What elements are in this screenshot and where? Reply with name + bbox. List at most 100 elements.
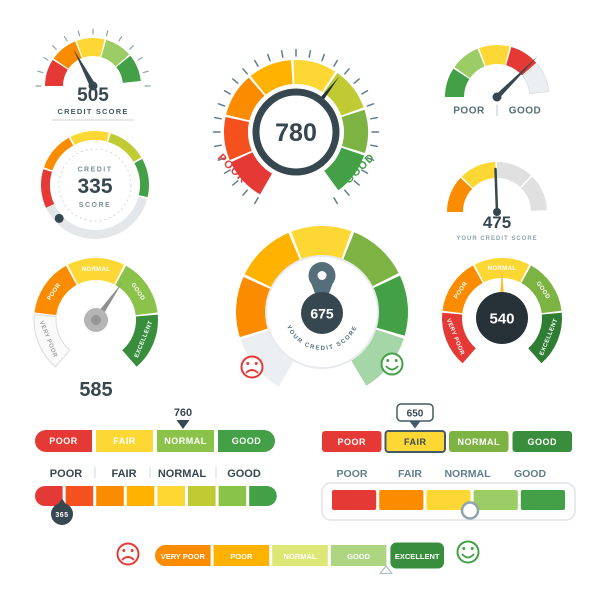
scale-label: FAIR xyxy=(111,468,136,480)
scale-label: FAIR xyxy=(398,468,422,480)
segment-label: NORMAL xyxy=(82,267,111,273)
bar-segment xyxy=(330,545,387,566)
sad-face-icon xyxy=(240,355,264,379)
segment-label: POOR xyxy=(49,436,78,446)
scale-label: POOR xyxy=(50,468,82,480)
mouth xyxy=(385,365,399,371)
marker-dot xyxy=(54,213,64,223)
value-badge xyxy=(476,292,528,344)
eye xyxy=(470,547,474,550)
mouth xyxy=(245,369,259,374)
face-outline xyxy=(240,355,264,379)
arc-segment xyxy=(43,137,74,171)
arc-segment xyxy=(528,312,562,364)
arc-segment xyxy=(521,265,562,314)
scale-label: GOOD xyxy=(227,468,261,480)
gauge-335: CREDIT 335 SCORE xyxy=(40,131,149,239)
segment-label: GOOD xyxy=(347,552,371,561)
bar-segment xyxy=(157,430,214,452)
bar-segment xyxy=(35,430,92,452)
arc-segment-empty xyxy=(497,162,532,188)
eye xyxy=(122,549,126,552)
gauge-value: 585 xyxy=(79,379,112,401)
arc-segment xyxy=(324,147,365,191)
needle xyxy=(73,48,96,88)
needle-pivot xyxy=(88,81,98,91)
gauge-780: 780 POOR GOOD xyxy=(212,48,380,205)
happy-face-icon xyxy=(380,352,404,376)
eye xyxy=(386,359,390,362)
scale-label: NORMAL xyxy=(444,468,491,480)
bar-segment-highlighted xyxy=(384,430,446,453)
slider-circle xyxy=(460,501,480,520)
eye xyxy=(254,362,258,365)
arc-segment xyxy=(521,63,550,95)
bar-segment xyxy=(332,490,377,510)
bar-segment xyxy=(155,545,211,566)
arc-segment xyxy=(250,60,293,95)
needle-pivot xyxy=(91,315,101,325)
bar-segment xyxy=(249,486,277,506)
dotted-ring xyxy=(58,148,132,222)
needle xyxy=(494,167,499,214)
mouth xyxy=(121,556,135,561)
gauge-poor-good: POOR GOOD xyxy=(445,45,550,117)
gauge-label-bottom: SCORE xyxy=(79,202,111,209)
gauge-value: 505 xyxy=(77,85,109,106)
needle-pivot xyxy=(492,92,502,102)
arc-segment xyxy=(454,48,485,79)
eye xyxy=(394,359,398,362)
segment-label: FAIR xyxy=(404,437,427,447)
segment-label: POOR xyxy=(230,552,253,561)
gauge-505: 505 CREDIT SCORE xyxy=(35,28,151,121)
segment-label: NORMAL xyxy=(284,552,317,561)
segment-label: POOR xyxy=(338,437,367,447)
arc-segment-empty xyxy=(521,176,547,211)
bar-segment xyxy=(218,486,247,506)
arc-segment xyxy=(445,68,470,97)
segment-label: EXCELLENT xyxy=(395,552,440,561)
value-badge xyxy=(51,503,73,525)
score-bar-365: POOR FAIR NORMAL GOOD 365 xyxy=(35,467,277,525)
bar-segment xyxy=(218,430,275,452)
eye xyxy=(462,547,466,550)
segment-label: NORMAL xyxy=(458,437,501,447)
arc-segment xyxy=(341,109,368,154)
scale-label: GOOD xyxy=(514,468,547,480)
marker-value: 650 xyxy=(407,409,424,420)
pointer-triangle xyxy=(409,420,421,429)
arc-segment xyxy=(53,41,82,69)
arc-segment xyxy=(134,158,149,198)
gauge-value: 540 xyxy=(489,311,514,328)
arc-segment xyxy=(70,131,109,145)
bar-segment xyxy=(379,490,424,510)
pin-pointer xyxy=(308,262,336,312)
gauge-585: VERY POOR POOR NORMAL GOOD EXCELLENT 585 xyxy=(33,258,158,401)
bar-segment-highlighted xyxy=(388,540,446,571)
arc-segment xyxy=(34,265,77,316)
gauge-value: 335 xyxy=(77,175,112,198)
value-badge xyxy=(301,292,343,334)
mouth xyxy=(461,553,475,559)
needle xyxy=(495,56,538,99)
good-label: GOOD xyxy=(509,106,542,117)
pointer-triangle xyxy=(379,565,393,575)
segment-label: NORMAL xyxy=(488,266,517,272)
segment-label: GOOD xyxy=(528,437,558,447)
bar-segment xyxy=(449,431,509,452)
arc-segment xyxy=(76,38,105,58)
tick-marks xyxy=(35,28,151,87)
gauge-475: 475 YOUR CREDIT SCORE xyxy=(447,162,547,242)
happy-face-icon xyxy=(456,540,480,564)
gauge-value: 675 xyxy=(310,306,334,322)
eye xyxy=(246,362,250,365)
score-bar-650: 650 POOR FAIR NORMAL GOOD xyxy=(322,403,572,453)
arc-segment xyxy=(40,169,55,208)
pin-hole xyxy=(317,271,327,280)
arc-segment xyxy=(115,265,158,316)
arc-segment xyxy=(122,314,158,367)
bar-segment xyxy=(520,490,565,510)
bar-segment xyxy=(473,490,518,510)
arc-segment xyxy=(479,45,510,66)
